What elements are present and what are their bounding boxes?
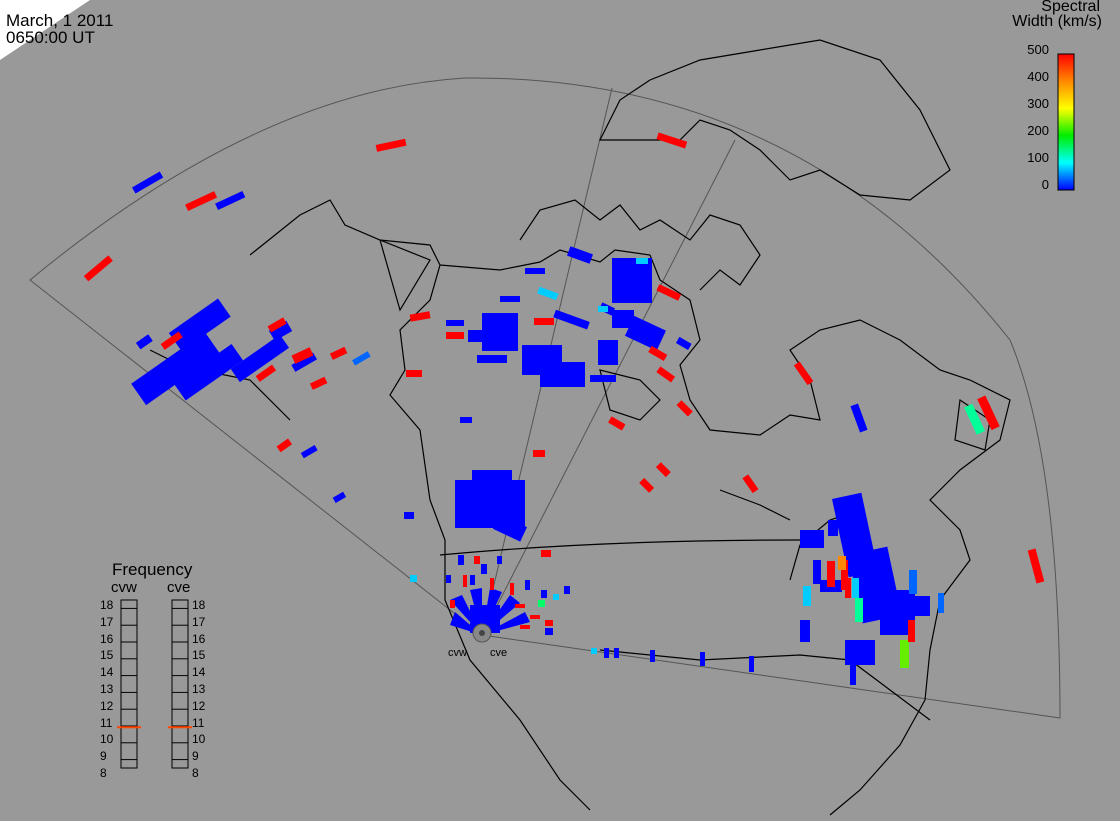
radar-label-cve: cve	[490, 647, 508, 659]
frequency-tick-left: 12	[100, 698, 114, 713]
frequency-tick-left: 15	[100, 648, 114, 663]
time-label: 0650:00 UT	[6, 28, 95, 47]
frequency-tick-right: 18	[192, 598, 206, 612]
coastlines	[149, 39, 1011, 816]
frequency-tick-right: 8	[192, 766, 199, 780]
frequency-tick-left: 18	[100, 598, 114, 612]
frequency-tick-left: 11	[100, 715, 113, 730]
date-label: March, 1 2011	[6, 11, 114, 30]
frequency-tick-right: 11	[192, 715, 205, 730]
fov-outline	[29, 77, 1061, 719]
frequency-tick-right: 14	[192, 665, 206, 680]
frequency-radar-cve: cve	[167, 579, 191, 596]
beam-boundary-east	[481, 139, 736, 636]
colorbar	[1057, 53, 1075, 191]
colorbar-tick-0: 0	[1041, 177, 1049, 192]
colorbar-tick-400: 400	[1027, 69, 1049, 84]
frequency-tick-right: 12	[192, 698, 206, 713]
frequency-tick-left: 17	[100, 614, 114, 629]
frequency-tick-left: 14	[100, 665, 114, 680]
frequency-title: Frequency	[112, 560, 193, 579]
radar-label-cvw: cvw	[448, 647, 467, 659]
frequency-tick-right: 17	[192, 614, 206, 629]
colorbar-tick-200: 200	[1027, 123, 1049, 138]
frequency-tick-right: 15	[192, 648, 206, 663]
frequency-tick-left: 8	[100, 766, 107, 780]
frequency-tick-right: 13	[192, 682, 206, 696]
frequency-tick-left: 9	[100, 749, 107, 764]
colorbar-tick-100: 100	[1027, 150, 1049, 165]
frequency-tick-left: 16	[100, 631, 114, 646]
frequency-tick-right: 9	[192, 749, 199, 764]
frequency-tick-left: 10	[100, 732, 114, 747]
frequency-tick-right: 10	[192, 732, 206, 747]
colorbar-tick-500: 500	[1027, 42, 1049, 57]
frequency-tick-right: 16	[192, 631, 206, 646]
frequency-scales	[120, 599, 189, 769]
scatter-data	[83, 132, 1045, 685]
corner-mark	[0, 0, 90, 60]
frequency-radar-cvw: cvw	[111, 579, 137, 596]
colorbar-title-line1: Spectral	[1041, 0, 1100, 15]
colorbar-title-line2: Width (km/s)	[1012, 13, 1102, 30]
colorbar-tick-300: 300	[1027, 96, 1049, 111]
frequency-tick-left: 13	[100, 682, 114, 696]
